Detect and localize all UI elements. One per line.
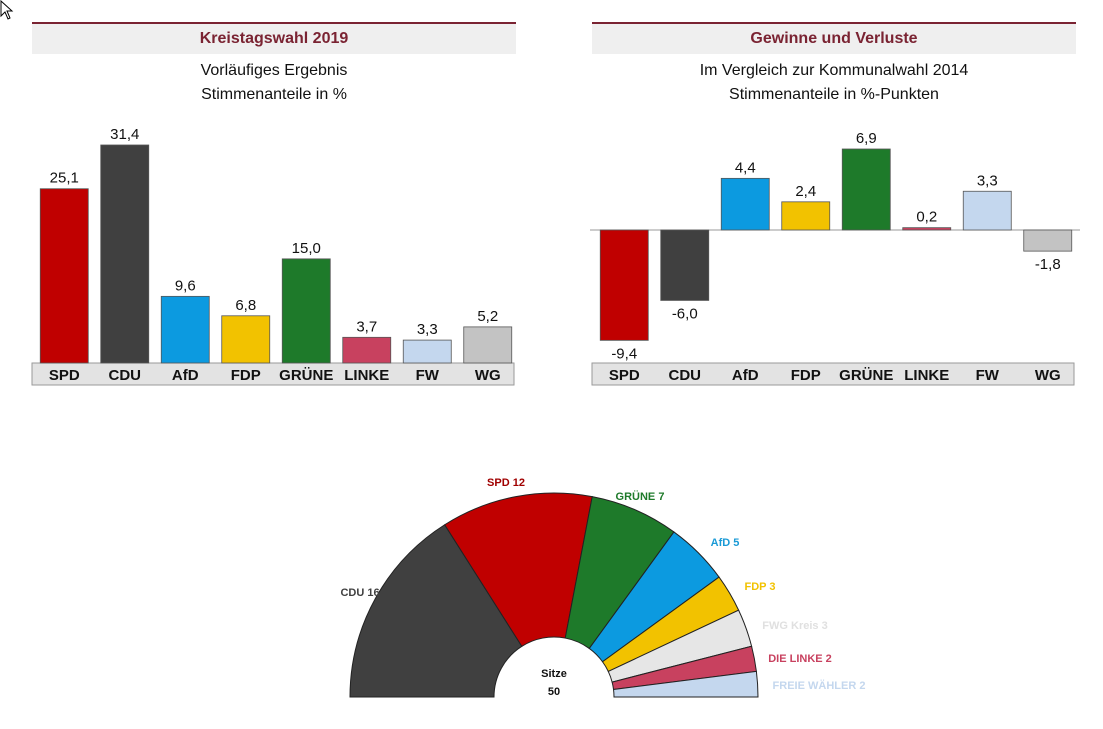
data-label-fdp: 6,8 [235, 297, 256, 314]
bar-fdp [221, 315, 271, 364]
center-label: Sitze [541, 668, 567, 680]
bar-cdu [660, 229, 710, 301]
bar-gruene [841, 148, 891, 231]
seat-segment-freie-waehler [612, 670, 759, 698]
tick-label-cdu: CDU [109, 367, 142, 384]
seat-label-spd: SPD 12 [487, 477, 525, 489]
gains-losses-title: Gewinne und Verluste [592, 22, 1076, 54]
gains-losses-panel: Gewinne und Verluste Im Vergleich zur Ko… [592, 22, 1076, 107]
seat-segment-spd [444, 492, 593, 648]
vote-share-subtitle: Vorläufiges Ergebnis Stimmenanteile in % [32, 59, 516, 107]
seat-label-die-linke: DIE LINKE 2 [768, 653, 832, 665]
gains-losses-subtitle: Im Vergleich zur Kommunalwahl 2014 Stimm… [592, 59, 1076, 107]
data-label-linke: 3,7 [356, 318, 377, 335]
tick-label-wg: WG [475, 367, 501, 384]
seat-segment-cdu [349, 524, 523, 698]
bar-linke [342, 336, 392, 364]
bar-afd [160, 295, 210, 364]
bar-spd [39, 188, 89, 364]
data-label-fw: 3,3 [977, 172, 998, 189]
vote-share-bar-chart: 25,1 SPD 31,4 CDU 9,6 AfD 6,8 FDP 15,0 GRÜNE 3,7 LI… [31, 126, 515, 386]
data-label-afd: 4,4 [735, 159, 756, 176]
tick-label-fdp: FDP [231, 367, 261, 384]
gains-losses-subtitle-line-1: Im Vergleich zur Kommunalwahl 2014 [699, 62, 969, 79]
bar-cdu [100, 144, 150, 364]
data-label-spd: 25,1 [50, 170, 79, 187]
tick-label-gruene: GRÜNE [279, 367, 333, 384]
bar-wg [1023, 229, 1073, 252]
data-label-wg: -1,8 [1035, 256, 1061, 273]
tick-label-gruene: GRÜNE [839, 367, 893, 384]
category-axis-band [591, 362, 1075, 386]
bar-afd [720, 177, 770, 231]
data-label-spd: -9,4 [611, 345, 637, 362]
bar-wg [463, 326, 513, 364]
bar-spd [599, 229, 649, 341]
seat-label-cdu: CDU 16 [340, 587, 379, 599]
data-label-afd: 9,6 [175, 277, 196, 294]
data-label-linke: 0,2 [916, 209, 937, 226]
tick-label-fw: FW [416, 367, 440, 384]
gains-losses-subtitle-line-2: Stimmenanteile in %-Punkten [729, 86, 939, 103]
center-value: 50 [548, 686, 560, 698]
vote-share-subtitle-line-1: Vorläufiges Ergebnis [200, 62, 348, 79]
gains-losses-bar-chart: -9,4 SPD -6,0 CDU 4,4 AfD 2,4 FDP 6,9 GRÜNE 0,2 LIN… [590, 130, 1080, 386]
seat-label-fdp: FDP 3 [745, 581, 776, 593]
tick-label-spd: SPD [609, 367, 640, 384]
data-label-gruene: 6,9 [856, 130, 877, 147]
seat-label-afd: AfD 5 [711, 537, 740, 549]
tick-label-cdu: CDU [669, 367, 702, 384]
bar-fdp [781, 201, 831, 231]
vote-share-panel: Kreistagswahl 2019 Vorläufiges Ergebnis … [32, 22, 516, 107]
seat-label-gruene: GRÜNE 7 [616, 490, 665, 503]
seat-label-freie-waehler: FREIE WÄHLER 2 [773, 679, 866, 692]
vote-share-subtitle-line-2: Stimmenanteile in % [201, 86, 347, 103]
bar-fw [402, 339, 452, 364]
data-label-cdu: 31,4 [110, 126, 139, 143]
vote-share-title: Kreistagswahl 2019 [32, 22, 516, 54]
tick-label-fw: FW [976, 367, 1000, 384]
tick-label-wg: WG [1035, 367, 1061, 384]
tick-label-fdp: FDP [791, 367, 821, 384]
category-axis-band [31, 362, 515, 386]
bar-linke [902, 227, 952, 231]
seat-distribution-chart: CDU 16 SPD 12 GRÜNE 7 AfD 5 FDP 3 FWG Kreis 3… [340, 477, 866, 698]
seat-label-fwg-kreis: FWG Kreis 3 [762, 620, 827, 632]
tick-label-linke: LINKE [904, 367, 949, 384]
tick-label-linke: LINKE [344, 367, 389, 384]
data-label-cdu: -6,0 [672, 305, 698, 322]
tick-label-afd: AfD [732, 367, 759, 384]
tick-label-afd: AfD [172, 367, 199, 384]
bar-fw [962, 190, 1012, 231]
data-label-gruene: 15,0 [292, 240, 321, 257]
mouse-cursor-icon [0, 0, 14, 20]
bar-gruene [281, 258, 331, 364]
data-label-fdp: 2,4 [795, 183, 816, 200]
data-label-wg: 5,2 [477, 308, 498, 325]
data-label-fw: 3,3 [417, 321, 438, 338]
tick-label-spd: SPD [49, 367, 80, 384]
